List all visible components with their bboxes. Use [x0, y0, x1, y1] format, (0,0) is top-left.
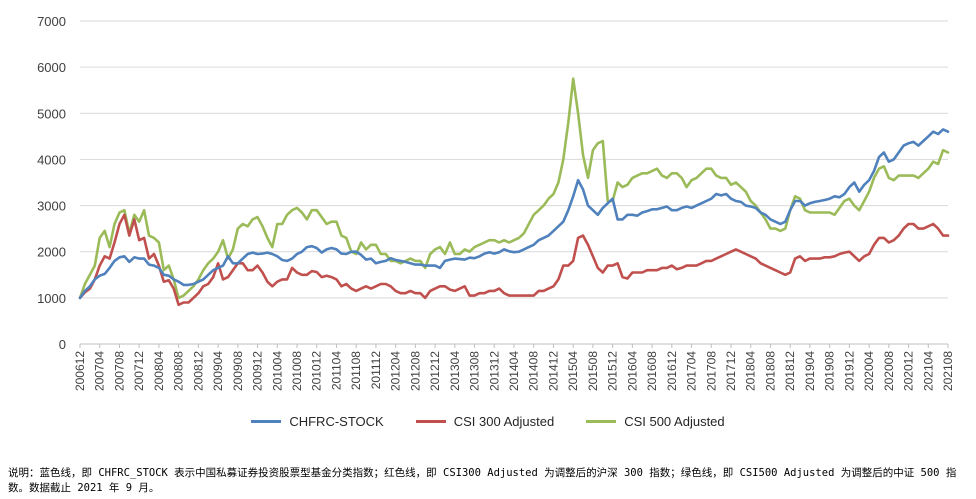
y-tick-label: 0	[59, 337, 66, 352]
x-tick-label: 201208	[408, 351, 422, 391]
x-tick-label: 201508	[586, 351, 600, 391]
x-tick-label: 200612	[73, 351, 87, 391]
y-tick-label: 3000	[37, 199, 66, 214]
legend-item-csi500: CSI 500 Adjusted	[586, 414, 725, 429]
x-tick-label: 200908	[231, 351, 245, 391]
x-tick-label: 201604	[625, 351, 639, 391]
legend-label-chfrc: CHFRC-STOCK	[289, 414, 384, 429]
x-tick-label: 202004	[862, 351, 876, 391]
x-tick-label: 201308	[468, 351, 482, 391]
x-tick-label: 200712	[132, 351, 146, 391]
x-tick-label: 201808	[763, 351, 777, 391]
y-tick-label: 7000	[37, 14, 66, 29]
x-tick-label: 201812	[783, 351, 797, 391]
x-tick-label: 200808	[172, 351, 186, 391]
x-tick-label: 202108	[941, 351, 955, 391]
x-tick-label: 200804	[152, 351, 166, 391]
x-tick-label: 201408	[527, 351, 541, 391]
x-tick-label: 201304	[448, 351, 462, 391]
legend-swatch-csi500	[586, 420, 617, 423]
x-tick-label: 202012	[902, 351, 916, 391]
x-tick-label: 201908	[823, 351, 837, 391]
x-tick-label: 201212	[428, 351, 442, 391]
x-tick-label: 201112	[369, 351, 383, 390]
x-tick-label: 201704	[685, 351, 699, 391]
x-tick-label: 200812	[191, 351, 205, 391]
y-tick-label: 5000	[37, 106, 66, 121]
x-tick-label: 200904	[211, 351, 225, 391]
series-line-csi-500-adjusted	[78, 77, 950, 300]
x-tick-label: 201512	[606, 351, 620, 391]
footnote: 说明：蓝色线，即 CHFRC_STOCK 表示中国私募证券投资股票型基金分类指数…	[8, 467, 957, 494]
legend-label-csi300: CSI 300 Adjusted	[453, 414, 555, 429]
x-tick-label: 201012	[310, 351, 324, 391]
x-tick-label: 200708	[112, 351, 126, 391]
x-tick-label: 201204	[389, 351, 403, 391]
y-axis-ticks: 0 1000 2000 3000 4000 5000 6000 7000	[37, 14, 66, 352]
x-tick-label: 201008	[290, 351, 304, 391]
x-tick-label: 201404	[507, 351, 521, 391]
legend-swatch-csi300	[415, 420, 446, 423]
x-tick-label: 201108	[349, 351, 363, 390]
y-tick-label: 2000	[37, 245, 66, 260]
x-tick-label: 201312	[487, 351, 501, 391]
legend-label-csi500: CSI 500 Adjusted	[624, 414, 725, 429]
legend: CHFRC-STOCK CSI 300 Adjusted CSI 500 Adj…	[0, 414, 976, 429]
x-tick-label: 201912	[842, 351, 856, 391]
x-tick-label: 201708	[704, 351, 718, 391]
legend-item-chfrc: CHFRC-STOCK	[251, 414, 384, 429]
y-tick-label: 6000	[37, 60, 66, 75]
x-tick-label: 202104	[921, 351, 935, 391]
x-tick-label: 201712	[724, 351, 738, 391]
series-lines	[78, 77, 950, 307]
legend-swatch-chfrc	[251, 420, 282, 423]
x-tick-label: 201504	[566, 351, 580, 391]
x-tick-label: 200912	[251, 351, 265, 391]
x-tick-label: 201104	[329, 351, 343, 390]
series-line-chfrc-stock	[78, 128, 950, 300]
x-tick-label: 201904	[803, 351, 817, 391]
legend-item-csi300: CSI 300 Adjusted	[415, 414, 555, 429]
x-axis: 200612 200704 200708 200712 200804 200808 2008…	[73, 344, 955, 391]
y-tick-label: 1000	[37, 291, 66, 306]
x-tick-label: 201612	[665, 351, 679, 391]
x-tick-label: 201412	[546, 351, 560, 391]
x-tick-label: 201004	[270, 351, 284, 391]
line-chart: 0 1000 2000 3000 4000 5000 6000 7000 200612 2007…	[37, 14, 955, 391]
x-tick-label: 200704	[93, 351, 107, 391]
series-line-csi-300-adjusted	[78, 213, 950, 307]
x-tick-label: 201804	[744, 351, 758, 391]
x-tick-label: 201608	[645, 351, 659, 391]
x-tick-label: 202008	[882, 351, 896, 391]
y-tick-label: 4000	[37, 152, 66, 167]
